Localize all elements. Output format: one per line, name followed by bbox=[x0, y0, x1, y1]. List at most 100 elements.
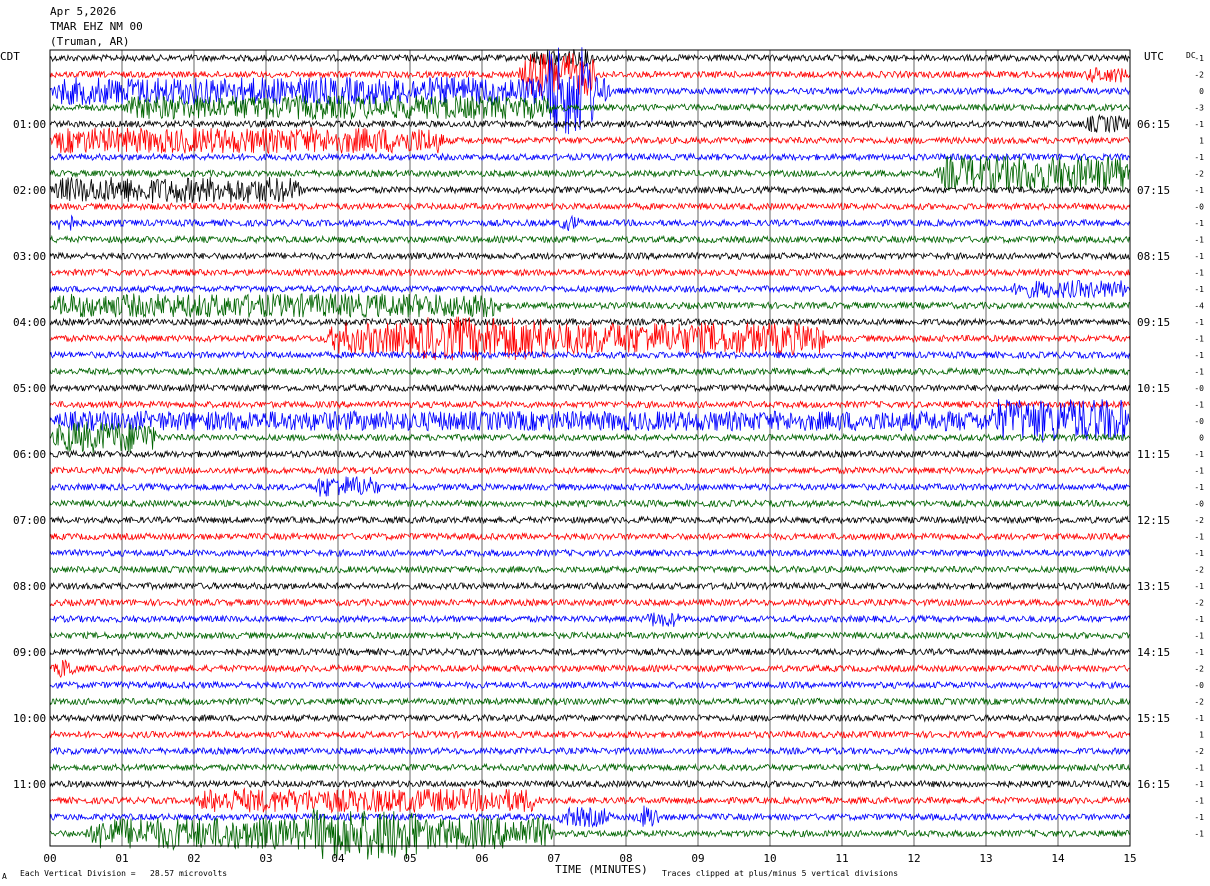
dc-offset-value: -1 bbox=[1194, 483, 1204, 492]
trace-5 bbox=[49, 127, 1131, 155]
trace-23 bbox=[49, 421, 1131, 454]
trace-15 bbox=[49, 293, 1131, 319]
trace-20 bbox=[49, 383, 1131, 393]
trace-26 bbox=[49, 476, 1131, 497]
trace-37 bbox=[49, 659, 1131, 678]
dc-header-label: DC bbox=[1186, 51, 1196, 60]
dc-offset-value: -1 bbox=[1194, 549, 1204, 558]
x-tick-2: 02 bbox=[187, 852, 200, 865]
trace-29 bbox=[49, 531, 1131, 542]
right-hour-label: 10:15 bbox=[1137, 382, 1170, 395]
header-date: Apr 5,2026 bbox=[50, 5, 117, 18]
trace-11 bbox=[49, 234, 1131, 245]
trace-27 bbox=[49, 498, 1131, 509]
scale-note: Each Vertical Division = 28.57 microvolt… bbox=[20, 869, 228, 878]
x-tick-9: 09 bbox=[691, 852, 704, 865]
dc-offset-value: -1 bbox=[1194, 764, 1204, 773]
trace-8 bbox=[49, 177, 1131, 204]
right-hour-label: 13:15 bbox=[1137, 580, 1170, 593]
x-tick-labels: 00 01 02 03 04 05 06 07 08 09 10 11 12 13 14 15 bbox=[43, 852, 1136, 865]
dc-offset-value: -1 bbox=[1194, 450, 1204, 459]
trace-30 bbox=[49, 548, 1131, 558]
trace-6 bbox=[49, 152, 1131, 162]
right-hour-label: 09:15 bbox=[1137, 316, 1170, 329]
left-hour-label: 06:00 bbox=[13, 448, 46, 461]
trace-43 bbox=[49, 762, 1131, 773]
trace-31 bbox=[49, 564, 1131, 575]
dc-offset-value: -0 bbox=[1194, 681, 1204, 690]
right-hour-label: 11:15 bbox=[1137, 448, 1170, 461]
x-tick-14: 14 bbox=[1051, 852, 1065, 865]
left-hour-label: 07:00 bbox=[13, 514, 46, 527]
right-hour-label: 15:15 bbox=[1137, 712, 1170, 725]
right-hour-label: 08:15 bbox=[1137, 250, 1170, 263]
dc-offset-value: -0 bbox=[1194, 417, 1204, 426]
dc-offset-value: -1 bbox=[1194, 120, 1204, 129]
trace-33 bbox=[49, 597, 1131, 608]
dc-offset-value: -1 bbox=[1194, 219, 1204, 228]
x-tick-3: 03 bbox=[259, 852, 272, 865]
x-tick-12: 12 bbox=[907, 852, 920, 865]
x-tick-13: 13 bbox=[979, 852, 992, 865]
trace-44 bbox=[49, 779, 1131, 789]
dc-offset-value: -1 bbox=[1194, 368, 1204, 377]
trace-35 bbox=[49, 630, 1131, 641]
x-tick-15: 15 bbox=[1123, 852, 1136, 865]
right-timezone-label: UTC bbox=[1144, 50, 1164, 63]
trace-17 bbox=[49, 316, 1131, 361]
trace-group bbox=[49, 47, 1131, 860]
dc-offset-value: -1 bbox=[1194, 252, 1204, 261]
x-axis-label: TIME (MINUTES) bbox=[555, 863, 648, 876]
dc-offset-value: -1 bbox=[1194, 615, 1204, 624]
left-hour-label: 05:00 bbox=[13, 382, 46, 395]
dc-offset-value: -1 bbox=[1194, 318, 1204, 327]
header-location: (Truman, AR) bbox=[50, 35, 130, 48]
dc-offset-value: -2 bbox=[1194, 698, 1204, 707]
clip-note: Traces clipped at plus/minus 5 vertical … bbox=[662, 869, 899, 878]
trace-42 bbox=[49, 746, 1131, 756]
dc-offset-value: -3 bbox=[1194, 104, 1204, 113]
dc-offset-value: -1 bbox=[1194, 54, 1204, 63]
dc-offset-value: -1 bbox=[1194, 533, 1204, 542]
dc-offset-value: -1 bbox=[1194, 153, 1204, 162]
dc-offset-labels: -1 -2 0 -3 -1 1 -1 -2 -1 -0 -1 -1 -1 -1 -1 -4 -1 -1 -1 -1 -0… bbox=[1194, 54, 1204, 839]
trace-2 bbox=[49, 47, 1131, 135]
dc-offset-value: -1 bbox=[1194, 582, 1204, 591]
x-tick-1: 01 bbox=[115, 852, 128, 865]
dc-offset-value: -2 bbox=[1194, 747, 1204, 756]
trace-10 bbox=[49, 214, 1131, 232]
right-hour-label: 16:15 bbox=[1137, 778, 1170, 791]
left-hour-label: 01:00 bbox=[13, 118, 46, 131]
dc-offset-value: -2 bbox=[1194, 665, 1204, 674]
dc-offset-value: 1 bbox=[1199, 731, 1204, 740]
x-tick-6: 06 bbox=[475, 852, 488, 865]
trace-9 bbox=[49, 201, 1131, 212]
dc-offset-value: -1 bbox=[1194, 285, 1204, 294]
trace-38 bbox=[49, 680, 1131, 690]
dc-offset-value: -1 bbox=[1194, 186, 1204, 195]
dc-offset-value: -2 bbox=[1194, 170, 1204, 179]
trace-21 bbox=[49, 400, 1131, 410]
dc-offset-value: -1 bbox=[1194, 830, 1204, 839]
trace-24 bbox=[49, 449, 1130, 459]
trace-12 bbox=[49, 251, 1131, 261]
dc-offset-value: 1 bbox=[1199, 137, 1204, 146]
right-hour-labels: 06:15 07:15 08:15 09:15 10:15 11:15 12:15 13:15… bbox=[1137, 118, 1170, 791]
trace-47 bbox=[49, 808, 1131, 860]
trace-7 bbox=[49, 155, 1131, 192]
corner-mark: A bbox=[2, 872, 7, 881]
trace-4 bbox=[49, 113, 1131, 134]
trace-1 bbox=[49, 52, 1131, 96]
minute-grid bbox=[121, 50, 1059, 846]
dc-offset-value: -1 bbox=[1194, 714, 1204, 723]
right-hour-label: 07:15 bbox=[1137, 184, 1170, 197]
trace-3 bbox=[49, 94, 1131, 121]
trace-39 bbox=[49, 696, 1131, 707]
dc-offset-value: -1 bbox=[1194, 648, 1204, 657]
trace-13 bbox=[49, 267, 1131, 278]
dc-offset-value: -1 bbox=[1194, 269, 1204, 278]
trace-46 bbox=[49, 805, 1131, 828]
trace-32 bbox=[49, 581, 1131, 591]
trace-16 bbox=[49, 317, 1131, 327]
dc-offset-value: -1 bbox=[1194, 335, 1204, 344]
